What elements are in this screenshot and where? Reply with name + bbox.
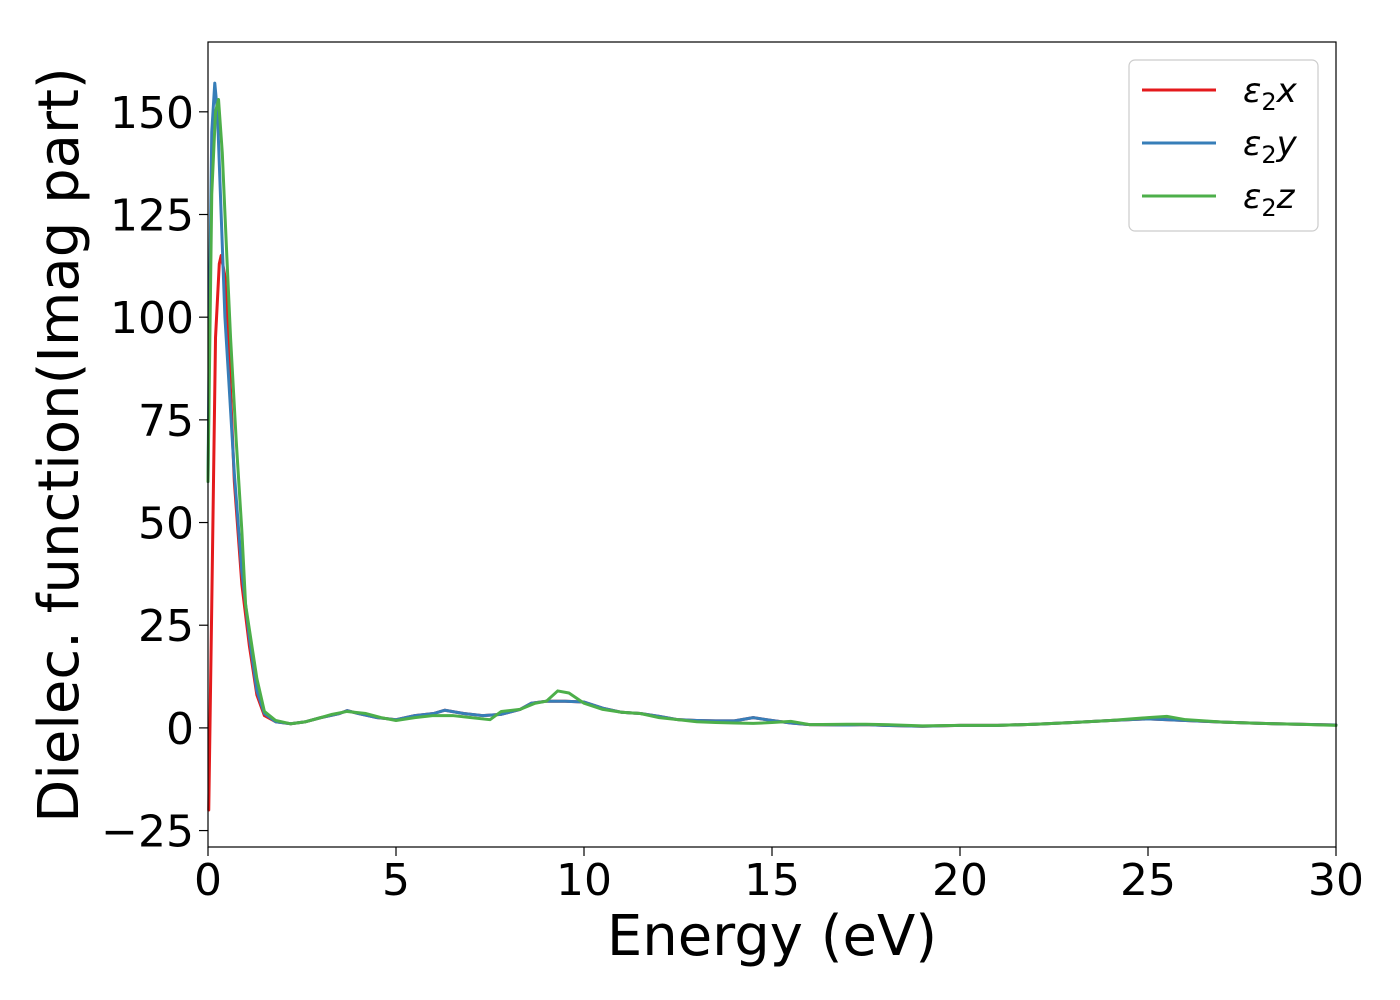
series-line-z	[206, 98, 1338, 728]
y-tick-label: 75	[138, 396, 194, 447]
x-tick-label: 15	[744, 855, 800, 906]
x-tick-label: 10	[556, 855, 612, 906]
legend-label-z: ε2z	[1243, 177, 1296, 222]
legend: ε2x ε2y ε2z	[1128, 59, 1319, 232]
y-axis-title: Dielec. function(Imag part)	[27, 67, 92, 823]
x-tick-label: 0	[194, 855, 222, 906]
y-tick-label: −25	[101, 807, 194, 858]
y-tick-label: 150	[110, 88, 194, 139]
y-tick-label: 50	[138, 499, 194, 550]
x-tick-label: 20	[932, 855, 988, 906]
x-tick-label: 30	[1308, 855, 1364, 906]
legend-label-x: ε2x	[1243, 71, 1298, 116]
y-tick-label: 125	[110, 191, 194, 242]
y-tick-label: 100	[110, 293, 194, 344]
x-axis-title: Energy (eV)	[607, 904, 937, 969]
x-tick-label: 25	[1120, 855, 1176, 906]
legend-box	[1128, 59, 1319, 232]
y-tick-label: 25	[138, 601, 194, 652]
series-layer	[206, 81, 1338, 812]
x-tick-label: 5	[382, 855, 410, 906]
legend-label-y: ε2y	[1243, 124, 1298, 169]
y-tick-label: 0	[166, 704, 194, 755]
